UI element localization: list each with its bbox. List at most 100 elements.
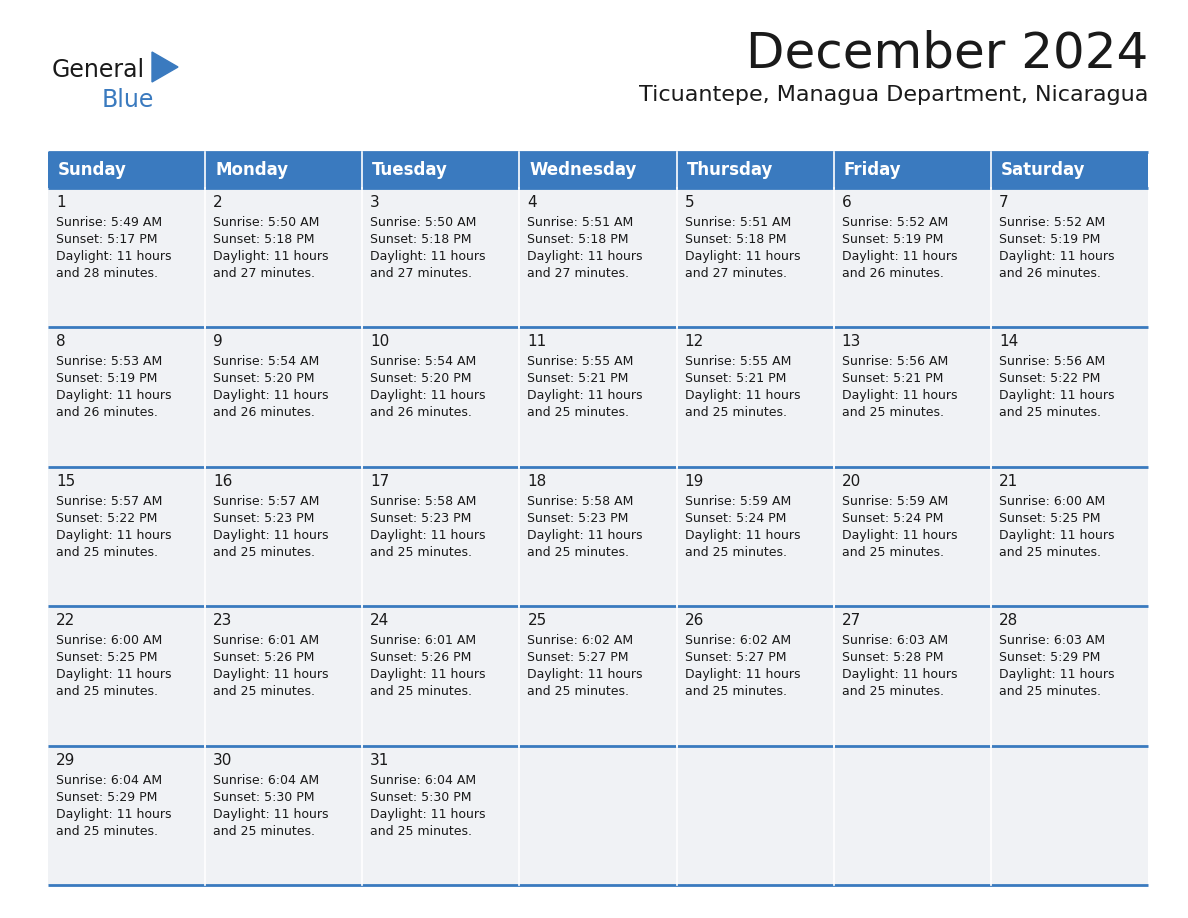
Text: 13: 13 [842,334,861,350]
Bar [677,606,834,745]
Bar [362,188,519,328]
Bar [48,152,1148,188]
Bar [206,606,362,745]
Bar [519,188,677,328]
Text: Sunrise: 6:01 AM: Sunrise: 6:01 AM [213,634,320,647]
Text: Sunrise: 5:56 AM: Sunrise: 5:56 AM [842,355,948,368]
Text: Sunrise: 5:51 AM: Sunrise: 5:51 AM [684,216,791,229]
Text: Sunrise: 5:56 AM: Sunrise: 5:56 AM [999,355,1105,368]
Text: 1: 1 [56,195,65,210]
Text: Daylight: 11 hours: Daylight: 11 hours [842,250,958,263]
Bar [519,328,677,466]
Text: 10: 10 [371,334,390,350]
Text: Sunset: 5:23 PM: Sunset: 5:23 PM [371,512,472,525]
Text: Sunset: 5:23 PM: Sunset: 5:23 PM [213,512,315,525]
Text: Sunrise: 5:50 AM: Sunrise: 5:50 AM [213,216,320,229]
Text: and 26 minutes.: and 26 minutes. [213,407,315,420]
Text: Friday: Friday [843,161,902,179]
Bar [362,466,519,606]
Text: 11: 11 [527,334,546,350]
Text: Sunrise: 6:02 AM: Sunrise: 6:02 AM [527,634,633,647]
Text: Daylight: 11 hours: Daylight: 11 hours [684,389,800,402]
Text: Sunrise: 5:58 AM: Sunrise: 5:58 AM [371,495,476,508]
Text: 25: 25 [527,613,546,628]
Text: Sunrise: 5:50 AM: Sunrise: 5:50 AM [371,216,476,229]
Text: and 26 minutes.: and 26 minutes. [371,407,472,420]
Text: and 25 minutes.: and 25 minutes. [56,685,158,699]
Text: and 25 minutes.: and 25 minutes. [213,546,315,559]
Text: Daylight: 11 hours: Daylight: 11 hours [527,529,643,542]
Text: Sunset: 5:30 PM: Sunset: 5:30 PM [371,790,472,803]
Bar [834,466,991,606]
Text: and 27 minutes.: and 27 minutes. [527,267,630,280]
Bar [834,745,991,885]
Text: Sunrise: 5:51 AM: Sunrise: 5:51 AM [527,216,633,229]
Bar [48,466,206,606]
Text: Sunset: 5:23 PM: Sunset: 5:23 PM [527,512,628,525]
Text: 30: 30 [213,753,233,767]
Polygon shape [152,52,178,82]
Text: and 25 minutes.: and 25 minutes. [527,546,630,559]
Text: Sunset: 5:20 PM: Sunset: 5:20 PM [371,373,472,386]
Bar [206,745,362,885]
Text: and 25 minutes.: and 25 minutes. [842,685,943,699]
Text: Daylight: 11 hours: Daylight: 11 hours [999,529,1114,542]
Text: Daylight: 11 hours: Daylight: 11 hours [999,389,1114,402]
Text: Sunset: 5:18 PM: Sunset: 5:18 PM [684,233,786,246]
Text: and 25 minutes.: and 25 minutes. [999,407,1101,420]
Text: Daylight: 11 hours: Daylight: 11 hours [684,250,800,263]
Text: Daylight: 11 hours: Daylight: 11 hours [213,668,329,681]
Text: Sunset: 5:25 PM: Sunset: 5:25 PM [56,651,158,665]
Text: and 27 minutes.: and 27 minutes. [213,267,315,280]
Bar [677,328,834,466]
Text: Sunset: 5:24 PM: Sunset: 5:24 PM [684,512,786,525]
Text: 19: 19 [684,474,704,488]
Text: and 25 minutes.: and 25 minutes. [371,824,473,837]
Text: 6: 6 [842,195,852,210]
Text: 16: 16 [213,474,233,488]
Text: Daylight: 11 hours: Daylight: 11 hours [56,389,171,402]
Text: Sunrise: 5:55 AM: Sunrise: 5:55 AM [684,355,791,368]
Text: Daylight: 11 hours: Daylight: 11 hours [999,250,1114,263]
Text: and 26 minutes.: and 26 minutes. [999,267,1101,280]
Text: Sunset: 5:26 PM: Sunset: 5:26 PM [371,651,472,665]
Bar [362,745,519,885]
Bar [677,188,834,328]
Text: 7: 7 [999,195,1009,210]
Text: Sunrise: 5:55 AM: Sunrise: 5:55 AM [527,355,634,368]
Text: Sunrise: 5:57 AM: Sunrise: 5:57 AM [213,495,320,508]
Text: 24: 24 [371,613,390,628]
Text: 21: 21 [999,474,1018,488]
Text: and 25 minutes.: and 25 minutes. [684,546,786,559]
Text: 17: 17 [371,474,390,488]
Text: Sunrise: 5:52 AM: Sunrise: 5:52 AM [842,216,948,229]
Text: Sunset: 5:28 PM: Sunset: 5:28 PM [842,651,943,665]
Text: Sunset: 5:22 PM: Sunset: 5:22 PM [56,512,157,525]
Text: Sunset: 5:29 PM: Sunset: 5:29 PM [999,651,1100,665]
Text: 3: 3 [371,195,380,210]
Text: and 25 minutes.: and 25 minutes. [371,685,473,699]
Text: Daylight: 11 hours: Daylight: 11 hours [56,668,171,681]
Bar [48,328,206,466]
Text: 4: 4 [527,195,537,210]
Text: Daylight: 11 hours: Daylight: 11 hours [527,250,643,263]
Text: and 28 minutes.: and 28 minutes. [56,267,158,280]
Text: 26: 26 [684,613,704,628]
Text: 29: 29 [56,753,75,767]
Text: 18: 18 [527,474,546,488]
Bar [834,188,991,328]
Text: Sunrise: 6:03 AM: Sunrise: 6:03 AM [842,634,948,647]
Text: Daylight: 11 hours: Daylight: 11 hours [371,529,486,542]
Text: Daylight: 11 hours: Daylight: 11 hours [371,808,486,821]
Bar [519,745,677,885]
Text: Daylight: 11 hours: Daylight: 11 hours [684,668,800,681]
Text: and 25 minutes.: and 25 minutes. [684,685,786,699]
Text: Sunrise: 6:01 AM: Sunrise: 6:01 AM [371,634,476,647]
Bar [991,745,1148,885]
Text: Blue: Blue [102,88,154,112]
Text: Daylight: 11 hours: Daylight: 11 hours [527,668,643,681]
Text: Daylight: 11 hours: Daylight: 11 hours [371,250,486,263]
Bar [991,188,1148,328]
Text: and 27 minutes.: and 27 minutes. [684,267,786,280]
Text: and 27 minutes.: and 27 minutes. [371,267,473,280]
